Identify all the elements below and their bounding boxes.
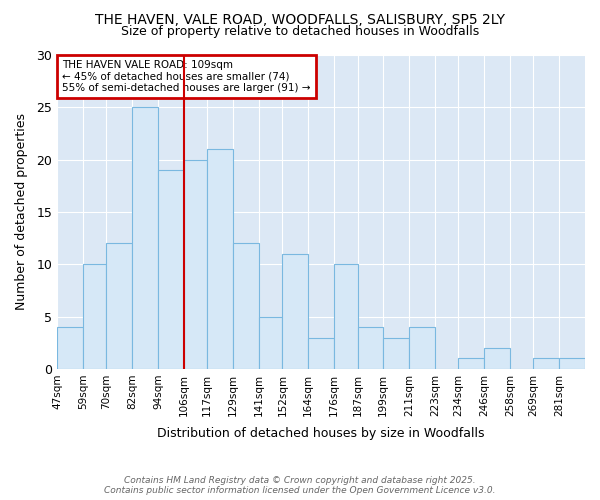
Bar (409, 327, 435, 369)
Text: Contains HM Land Registry data © Crown copyright and database right 2025.
Contai: Contains HM Land Registry data © Crown c… (104, 476, 496, 495)
Text: Size of property relative to detached houses in Woodfalls: Size of property relative to detached ho… (121, 25, 479, 38)
Bar (158, 170, 184, 369)
X-axis label: Distribution of detached houses by size in Woodfalls: Distribution of detached houses by size … (157, 427, 485, 440)
Bar (233, 244, 259, 369)
Bar (207, 149, 233, 369)
Bar (533, 358, 559, 369)
Bar (484, 348, 510, 369)
Y-axis label: Number of detached properties: Number of detached properties (15, 114, 28, 310)
Bar (106, 244, 132, 369)
Bar (132, 108, 158, 369)
Text: THE HAVEN VALE ROAD: 109sqm
← 45% of detached houses are smaller (74)
55% of sem: THE HAVEN VALE ROAD: 109sqm ← 45% of det… (62, 60, 311, 93)
Bar (358, 327, 383, 369)
Bar (383, 338, 409, 369)
Bar (283, 254, 308, 369)
Bar (559, 358, 585, 369)
Bar (83, 264, 106, 369)
Bar (458, 358, 484, 369)
Bar (184, 160, 207, 369)
Bar (57, 327, 83, 369)
Bar (308, 338, 334, 369)
Bar (259, 316, 283, 369)
Bar (334, 264, 358, 369)
Text: THE HAVEN, VALE ROAD, WOODFALLS, SALISBURY, SP5 2LY: THE HAVEN, VALE ROAD, WOODFALLS, SALISBU… (95, 12, 505, 26)
